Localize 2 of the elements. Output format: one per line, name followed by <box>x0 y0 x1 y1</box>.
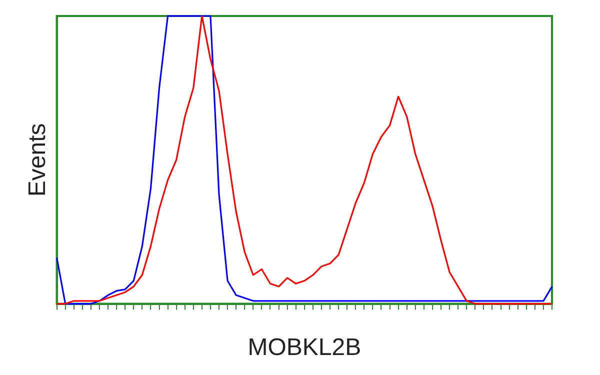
x-axis-title: MOBKL2B <box>248 334 362 362</box>
y-axis-title: Events <box>24 123 52 197</box>
